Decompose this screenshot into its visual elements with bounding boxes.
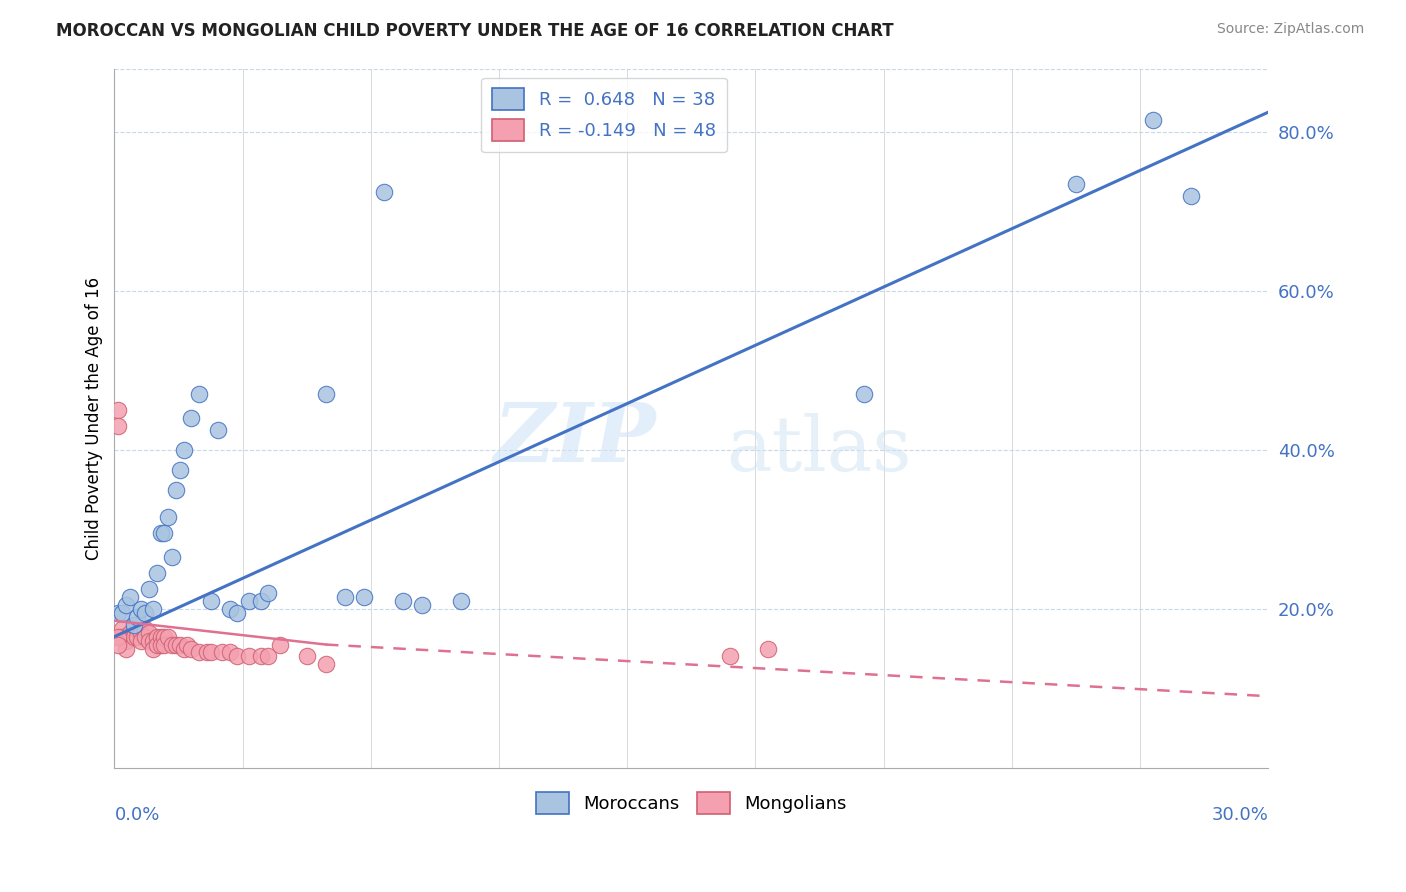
- Point: [149, 638, 172, 652]
- Point: [107, 630, 129, 644]
- Point: [111, 606, 134, 620]
- Point: [138, 582, 160, 596]
- Text: atlas: atlas: [725, 413, 911, 486]
- Point: [195, 645, 218, 659]
- Point: [153, 526, 176, 541]
- Point: [333, 590, 356, 604]
- Point: [149, 526, 172, 541]
- Point: [411, 598, 433, 612]
- Point: [127, 622, 149, 636]
- Point: [138, 625, 160, 640]
- Point: [127, 609, 149, 624]
- Point: [226, 649, 249, 664]
- Point: [165, 483, 187, 497]
- Point: [1064, 177, 1087, 191]
- Point: [173, 442, 195, 457]
- Point: [111, 622, 134, 636]
- Point: [226, 606, 249, 620]
- Point: [169, 638, 191, 652]
- Point: [249, 649, 271, 664]
- Point: [107, 403, 129, 417]
- Point: [218, 645, 240, 659]
- Point: [107, 638, 129, 652]
- Point: [756, 641, 779, 656]
- Point: [115, 633, 138, 648]
- Point: [118, 590, 141, 604]
- Text: Source: ZipAtlas.com: Source: ZipAtlas.com: [1216, 22, 1364, 37]
- Point: [200, 645, 222, 659]
- Point: [238, 649, 260, 664]
- Point: [142, 641, 165, 656]
- Point: [122, 617, 145, 632]
- Point: [200, 594, 222, 608]
- Point: [180, 411, 202, 425]
- Point: [853, 387, 876, 401]
- Text: ZIP: ZIP: [494, 399, 657, 479]
- Point: [257, 649, 280, 664]
- Point: [315, 657, 337, 672]
- Point: [111, 630, 134, 644]
- Point: [107, 419, 129, 434]
- Point: [1180, 188, 1202, 202]
- Point: [122, 630, 145, 644]
- Point: [157, 510, 180, 524]
- Point: [160, 638, 183, 652]
- Point: [157, 630, 180, 644]
- Point: [134, 622, 156, 636]
- Point: [142, 633, 165, 648]
- Point: [131, 625, 153, 640]
- Point: [160, 550, 183, 565]
- Point: [131, 602, 153, 616]
- Point: [450, 594, 472, 608]
- Point: [134, 630, 156, 644]
- Y-axis label: Child Poverty Under the Age of 16: Child Poverty Under the Age of 16: [86, 277, 103, 559]
- Point: [115, 598, 138, 612]
- Point: [145, 638, 167, 652]
- Point: [373, 185, 395, 199]
- Point: [165, 638, 187, 652]
- Point: [207, 423, 229, 437]
- Point: [1142, 113, 1164, 128]
- Point: [257, 586, 280, 600]
- Point: [138, 633, 160, 648]
- Point: [238, 594, 260, 608]
- Point: [149, 630, 172, 644]
- Point: [249, 594, 271, 608]
- Point: [134, 606, 156, 620]
- Point: [153, 630, 176, 644]
- Point: [118, 625, 141, 640]
- Point: [218, 602, 240, 616]
- Text: 30.0%: 30.0%: [1212, 806, 1268, 824]
- Legend: Moroccans, Mongolians: Moroccans, Mongolians: [529, 785, 853, 822]
- Point: [142, 602, 165, 616]
- Point: [392, 594, 415, 608]
- Point: [188, 387, 211, 401]
- Point: [127, 630, 149, 644]
- Point: [153, 638, 176, 652]
- Point: [115, 641, 138, 656]
- Point: [353, 590, 375, 604]
- Point: [176, 638, 198, 652]
- Point: [180, 641, 202, 656]
- Point: [131, 633, 153, 648]
- Text: MOROCCAN VS MONGOLIAN CHILD POVERTY UNDER THE AGE OF 16 CORRELATION CHART: MOROCCAN VS MONGOLIAN CHILD POVERTY UNDE…: [56, 22, 894, 40]
- Point: [295, 649, 318, 664]
- Point: [188, 645, 211, 659]
- Point: [145, 630, 167, 644]
- Text: 0.0%: 0.0%: [114, 806, 160, 824]
- Point: [173, 641, 195, 656]
- Point: [145, 566, 167, 580]
- Point: [211, 645, 233, 659]
- Point: [269, 638, 291, 652]
- Point: [315, 387, 337, 401]
- Point: [122, 622, 145, 636]
- Point: [718, 649, 741, 664]
- Point: [107, 606, 129, 620]
- Point: [169, 463, 191, 477]
